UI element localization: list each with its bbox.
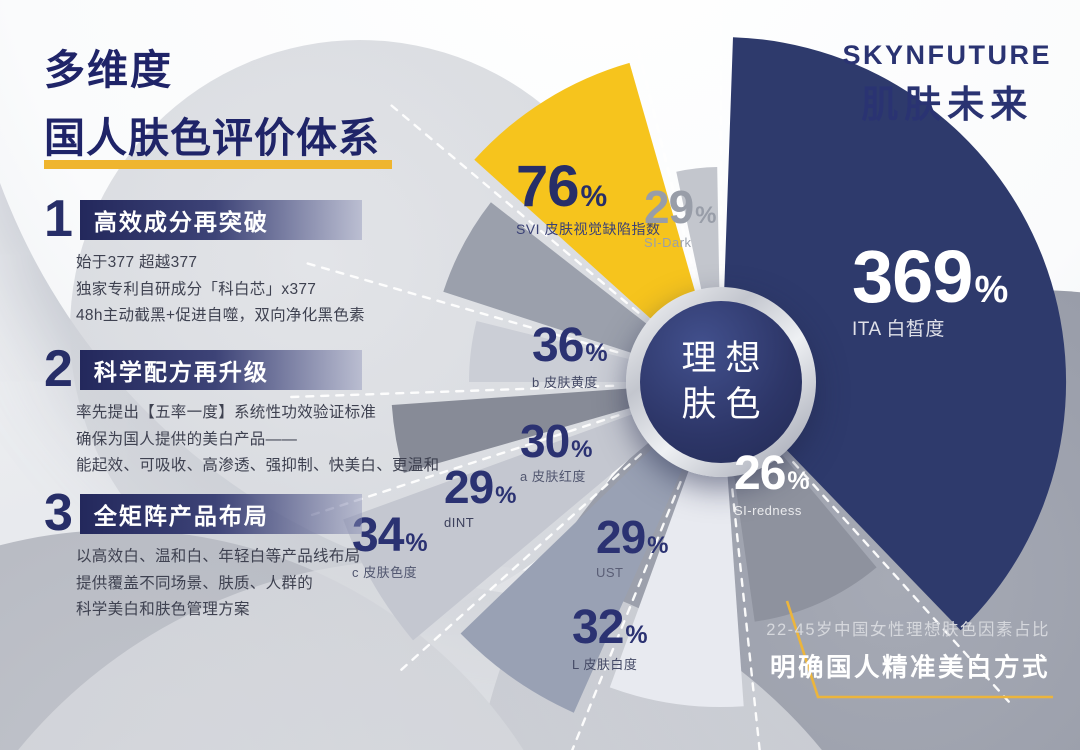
gold-pointer-path [785,600,1053,699]
caption-bold: 明确国人精准美白方式 [769,654,1050,682]
title-underline [44,160,392,169]
section-1-line-3: 48h主动截黑+促进自噬，双向净化黑色素 [76,307,365,325]
title-line-1: 多维度 [44,47,173,93]
section-3-number: 3 [44,484,73,542]
page-title: 多维度 国人肤色评价体系 [44,36,392,169]
section-2-line-1: 率先提出【五率一度】系统性功效验证标准 [76,404,377,421]
badge-line-1: 理想 [681,338,770,378]
section-3-line-1: 以高效白、温和白、年轻白等产品线布局 [76,548,361,565]
badge-line-2: 肤色 [681,385,770,424]
section-2-line-2: 确保为国人提供的美白产品—— [76,430,298,448]
ideal-skin-badge-face: 理想 肤色 [640,301,802,463]
ideal-skin-badge: 理想 肤色 [626,287,816,477]
section-3-title-bar: 全矩阵产品布局 [79,494,362,534]
section-2-title: 科学配方再升级 [93,359,269,385]
section-1: 1 高效成分再突破 始于377 超越377 独家专利自研成分「科白芯」x377 … [44,190,365,330]
section-3-line-3: 科学美白和肤色管理方案 [76,601,250,619]
caption-small: 22-45岁中国女性理想肤色因素占比 [766,621,1050,639]
section-1-line-1: 始于377 超越377 [76,254,198,271]
section-2-body: 率先提出【五率一度】系统性功效验证标准 确保为国人提供的美白产品—— 能起效、可… [76,400,439,480]
brand-logo: SKYNFUTURE 肌肤未来 [842,40,1052,128]
wedge-svi [474,62,721,383]
section-3-header: 3 全矩阵产品布局 [44,484,362,542]
section-2-number: 2 [44,340,73,398]
section-1-header: 1 高效成分再突破 [44,190,365,248]
section-2: 2 科学配方再升级 率先提出【五率一度】系统性功效验证标准 确保为国人提供的美白… [44,340,439,480]
section-2-line-3: 能起效、可吸收、高渗透、强抑制、快美白、更温和 [76,457,440,475]
section-3-line-2: 提供覆盖不同场景、肤质、人群的 [76,574,314,592]
section-3-title: 全矩阵产品布局 [93,503,269,529]
caption-block: 22-45岁中国女性理想肤色因素占比 明确国人精准美白方式 [766,616,1050,684]
brand-logo-en: SKYNFUTURE [842,40,1052,70]
wedge-c [343,382,721,641]
section-2-header: 2 科学配方再升级 [44,340,439,398]
section-1-number: 1 [44,190,73,248]
section-3-body: 以高效白、温和白、年轻白等产品线布局 提供覆盖不同场景、肤质、人群的 科学美白和… [76,544,362,624]
section-3: 3 全矩阵产品布局 以高效白、温和白、年轻白等产品线布局 提供覆盖不同场景、肤质… [44,484,362,624]
wedge-ita [721,37,1067,631]
section-2-title-bar: 科学配方再升级 [79,350,362,390]
section-1-line-2: 独家专利自研成分「科白芯」x377 [76,280,317,298]
section-1-title: 高效成分再突破 [93,209,269,235]
wedge-l [460,382,721,713]
section-1-title-bar: 高效成分再突破 [79,200,362,240]
title-line-2: 国人肤色评价体系 [44,115,380,161]
section-1-body: 始于377 超越377 独家专利自研成分「科白芯」x377 48h主动截黑+促进… [76,250,365,330]
brand-logo-zh: 肌肤未来 [861,84,1034,125]
